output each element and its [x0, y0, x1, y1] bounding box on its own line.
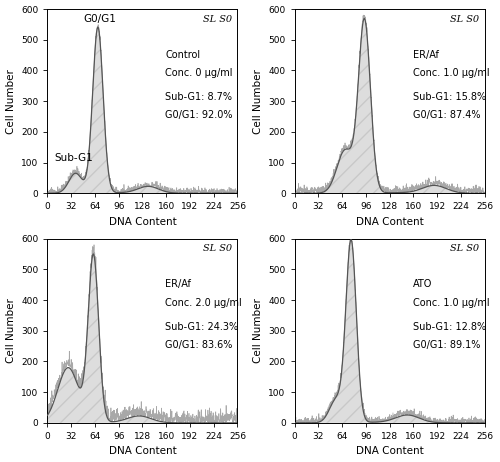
Text: Conc. 0 μg/ml: Conc. 0 μg/ml: [165, 68, 232, 78]
Text: Control: Control: [165, 49, 200, 60]
X-axis label: DNA Content: DNA Content: [356, 217, 424, 227]
Text: G0/G1: G0/G1: [83, 14, 116, 24]
X-axis label: DNA Content: DNA Content: [356, 446, 424, 456]
Text: Conc. 2.0 μg/ml: Conc. 2.0 μg/ml: [165, 298, 242, 308]
X-axis label: DNA Content: DNA Content: [108, 217, 176, 227]
Text: SL S0: SL S0: [450, 15, 479, 24]
Text: G0/G1: 87.4%: G0/G1: 87.4%: [412, 110, 480, 121]
Y-axis label: Cell Number: Cell Number: [253, 298, 263, 363]
Y-axis label: Cell Number: Cell Number: [6, 69, 16, 134]
Text: Sub-G1: 15.8%: Sub-G1: 15.8%: [412, 92, 486, 102]
Y-axis label: Cell Number: Cell Number: [253, 69, 263, 134]
Text: ER/Af: ER/Af: [165, 279, 191, 289]
Text: Sub-G1: 12.8%: Sub-G1: 12.8%: [412, 322, 486, 332]
Text: SL S0: SL S0: [202, 15, 232, 24]
Text: SL S0: SL S0: [450, 244, 479, 253]
Text: Conc. 1.0 μg/ml: Conc. 1.0 μg/ml: [412, 68, 489, 78]
Text: Sub-G1: 8.7%: Sub-G1: 8.7%: [165, 92, 232, 102]
Text: Sub-G1: 24.3%: Sub-G1: 24.3%: [165, 322, 238, 332]
Y-axis label: Cell Number: Cell Number: [6, 298, 16, 363]
Text: G0/G1: 89.1%: G0/G1: 89.1%: [412, 340, 480, 350]
Text: SL S0: SL S0: [202, 244, 232, 253]
Text: G0/G1: 83.6%: G0/G1: 83.6%: [165, 340, 232, 350]
Text: G0/G1: 92.0%: G0/G1: 92.0%: [165, 110, 232, 121]
Text: Conc. 1.0 μg/ml: Conc. 1.0 μg/ml: [412, 298, 489, 308]
Text: ER/Af: ER/Af: [412, 49, 438, 60]
Text: Sub-G1: Sub-G1: [54, 152, 94, 163]
Text: ATO: ATO: [412, 279, 432, 289]
X-axis label: DNA Content: DNA Content: [108, 446, 176, 456]
